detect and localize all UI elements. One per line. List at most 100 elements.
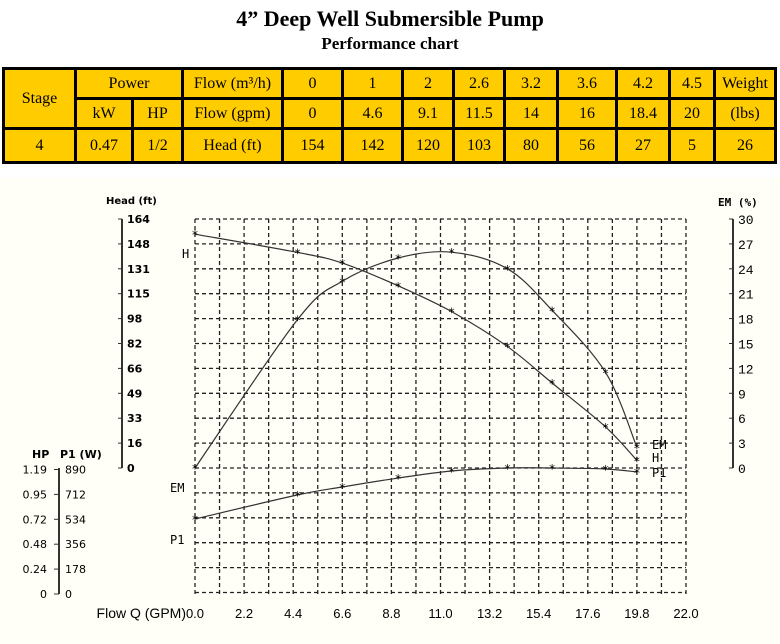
head-tick-label: 148 — [127, 238, 150, 251]
cell: 27 — [615, 127, 671, 164]
x-tick-label: 4.4 — [284, 606, 302, 621]
x-tick-label: 15.4 — [526, 606, 551, 621]
p1-tick-label: 890 — [65, 464, 86, 477]
series-label-p1: P1 — [652, 466, 666, 480]
head-tick-label: 0 — [127, 462, 135, 475]
cell: 4.2 — [615, 67, 671, 100]
cell: 2.6 — [452, 67, 506, 100]
series-line-p1 — [194, 467, 637, 520]
series-line-h — [194, 233, 638, 461]
em-tick-label: 27 — [738, 238, 754, 253]
x-axis-label: Flow Q (GPM) — [97, 605, 186, 621]
data-point-em: * — [394, 252, 401, 266]
em-tick-label: 9 — [738, 387, 746, 402]
chart-background — [0, 178, 780, 644]
x-tick-label: 2.2 — [235, 606, 253, 621]
head-tick-label: 98 — [127, 313, 142, 326]
data-point-h: * — [633, 454, 640, 468]
cell: 2 — [401, 67, 455, 100]
data-point-h: * — [548, 377, 555, 391]
kw-header: kW — [74, 97, 134, 130]
kw-value: 0.47 — [74, 127, 134, 164]
data-point-em: * — [548, 304, 555, 318]
hp-tick-label: 0.95 — [23, 488, 48, 501]
cell: 11.5 — [452, 97, 506, 130]
em-tick-label: 6 — [738, 412, 746, 427]
cell: 0 — [281, 97, 344, 130]
hp-axis-label: HP — [32, 448, 49, 461]
cell: 103 — [452, 127, 506, 164]
head-tick-label: 16 — [127, 437, 143, 450]
data-point-p1: * — [548, 462, 555, 476]
series-label-h: H — [652, 451, 659, 465]
em-tick-label: 0 — [738, 462, 746, 477]
x-tick-label: 6.6 — [333, 606, 351, 621]
x-tick-label: 22.0 — [673, 606, 698, 621]
spec-table: Stage Power Flow (m³/h) 0 1 2 2.6 3.2 3.… — [2, 67, 777, 164]
series-label-p1: P1 — [170, 533, 184, 547]
data-point-h: * — [504, 341, 511, 355]
head-tick-label: 115 — [127, 288, 150, 301]
x-tick-label: 8.8 — [382, 606, 400, 621]
head-tick-label: 49 — [127, 387, 142, 400]
series-line-em — [194, 251, 638, 469]
data-point-p1: * — [633, 466, 640, 480]
hp-tick-label: 0.48 — [23, 538, 48, 551]
cell: 142 — [341, 127, 404, 164]
hp-tick-label: 1.19 — [23, 464, 48, 477]
stage-header: Stage — [2, 67, 77, 130]
em-tick-label: 24 — [738, 263, 754, 278]
data-point-h: * — [294, 246, 301, 260]
p1-tick-label: 0 — [65, 588, 72, 601]
data-point-h: * — [339, 257, 346, 271]
data-point-p1: * — [394, 472, 401, 486]
data-point-p1: * — [602, 463, 609, 477]
em-tick-label: 15 — [738, 338, 754, 353]
x-tick-label: 19.8 — [624, 606, 649, 621]
data-point-em: * — [191, 462, 198, 476]
cell: 120 — [401, 127, 455, 164]
power-header: Power — [74, 67, 184, 100]
hp-tick-label: 0.72 — [23, 513, 48, 526]
cell: 3.2 — [503, 67, 559, 100]
head-tick-label: 82 — [127, 338, 142, 351]
p1-tick-label: 178 — [65, 563, 86, 576]
p1-tick-label: 712 — [65, 488, 86, 501]
cell: 4.5 — [668, 67, 716, 100]
cell: 4.6 — [341, 97, 404, 130]
data-point-em: * — [633, 441, 640, 455]
data-point-em: * — [602, 367, 609, 381]
data-point-em: * — [448, 246, 455, 260]
data-point-p1: * — [504, 462, 511, 476]
cell: 56 — [556, 127, 618, 164]
flow-m3h-label: Flow (m³/h) — [181, 67, 284, 100]
stage-value: 4 — [2, 127, 77, 164]
cell: 3.6 — [556, 67, 618, 100]
data-point-h: * — [448, 306, 455, 320]
series-label-em: EM — [170, 481, 184, 495]
data-point-p1: * — [191, 513, 198, 527]
x-tick-label: 17.6 — [575, 606, 600, 621]
series-label-em: EM — [652, 438, 666, 452]
cell: 18.4 — [615, 97, 671, 130]
em-axis-label: EM (%) — [718, 196, 758, 209]
cell: 0 — [281, 67, 344, 100]
head-tick-label: 33 — [127, 412, 142, 425]
data-point-em: * — [504, 263, 511, 277]
flow-gpm-label: Flow (gpm) — [181, 97, 284, 130]
data-point-p1: * — [339, 481, 346, 495]
head-label: Head (ft) — [181, 127, 284, 164]
data-point-em: * — [339, 275, 346, 289]
weight-value: 26 — [713, 127, 777, 164]
cell: 14 — [503, 97, 559, 130]
data-point-em: * — [294, 313, 301, 327]
cell: 20 — [668, 97, 716, 130]
x-tick-label: 0.0 — [186, 606, 204, 621]
cell: 80 — [503, 127, 559, 164]
p1-tick-label: 356 — [65, 538, 86, 551]
p1-tick-label: 534 — [65, 513, 86, 526]
data-point-h: * — [191, 228, 198, 242]
hp-tick-label: 0.24 — [23, 563, 48, 576]
data-point-h: * — [394, 280, 401, 294]
